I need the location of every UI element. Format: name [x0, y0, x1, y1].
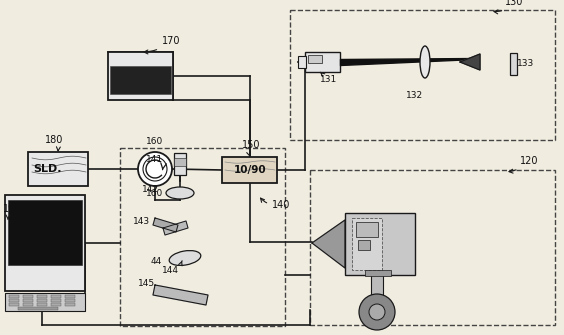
Bar: [37, 295, 47, 298]
Circle shape: [369, 304, 385, 320]
Text: SLD.: SLD.: [34, 164, 62, 174]
Bar: [120, 148, 285, 326]
Bar: [222, 157, 277, 183]
Bar: [110, 66, 171, 94]
Bar: [18, 307, 58, 310]
Bar: [308, 55, 322, 63]
Text: 142: 142: [142, 186, 158, 195]
Polygon shape: [460, 54, 480, 70]
Bar: [352, 218, 382, 270]
Text: 145: 145: [138, 278, 156, 287]
Text: 133: 133: [517, 60, 535, 68]
Text: 132: 132: [407, 90, 424, 99]
Ellipse shape: [166, 187, 194, 199]
Text: 141: 141: [147, 155, 164, 164]
Bar: [358, 240, 370, 250]
Text: 120: 120: [509, 156, 539, 173]
Bar: [305, 52, 340, 72]
Bar: [174, 153, 186, 175]
Bar: [51, 299, 61, 302]
Text: 10/90: 10/90: [233, 165, 266, 175]
Bar: [65, 303, 75, 306]
Bar: [365, 270, 391, 276]
Text: 131: 131: [320, 72, 337, 84]
Text: 140: 140: [261, 198, 290, 210]
Text: 160: 160: [147, 189, 164, 198]
Bar: [345, 213, 415, 275]
Bar: [290, 10, 555, 140]
Bar: [371, 275, 383, 310]
Bar: [37, 303, 47, 306]
Text: 160: 160: [147, 137, 164, 146]
Text: 130: 130: [494, 0, 523, 14]
Text: 143: 143: [134, 217, 151, 226]
Polygon shape: [153, 218, 178, 232]
Bar: [51, 303, 61, 306]
Polygon shape: [312, 220, 345, 268]
Polygon shape: [153, 285, 208, 305]
Ellipse shape: [169, 251, 201, 265]
Bar: [5, 293, 85, 311]
Text: 150: 150: [242, 140, 261, 156]
Text: 190: 190: [3, 204, 21, 219]
Ellipse shape: [420, 46, 430, 78]
Bar: [9, 295, 19, 298]
Bar: [5, 195, 85, 291]
Bar: [65, 299, 75, 302]
Bar: [37, 299, 47, 302]
Bar: [9, 303, 19, 306]
Bar: [310, 170, 555, 325]
Bar: [51, 295, 61, 298]
Bar: [9, 299, 19, 302]
Bar: [510, 53, 517, 75]
Bar: [356, 222, 378, 237]
Circle shape: [138, 152, 172, 186]
Bar: [8, 200, 82, 265]
Bar: [65, 295, 75, 298]
Polygon shape: [163, 221, 188, 235]
Text: 170: 170: [144, 36, 180, 54]
Bar: [23, 303, 33, 306]
Text: 144: 144: [162, 261, 182, 275]
Circle shape: [143, 157, 167, 181]
Text: 180: 180: [45, 135, 63, 151]
Bar: [28, 152, 88, 186]
Bar: [23, 299, 33, 302]
Bar: [23, 295, 33, 298]
Bar: [298, 56, 306, 68]
Text: 44: 44: [151, 258, 162, 267]
Bar: [108, 52, 173, 100]
Bar: [174, 158, 186, 166]
Circle shape: [359, 294, 395, 330]
